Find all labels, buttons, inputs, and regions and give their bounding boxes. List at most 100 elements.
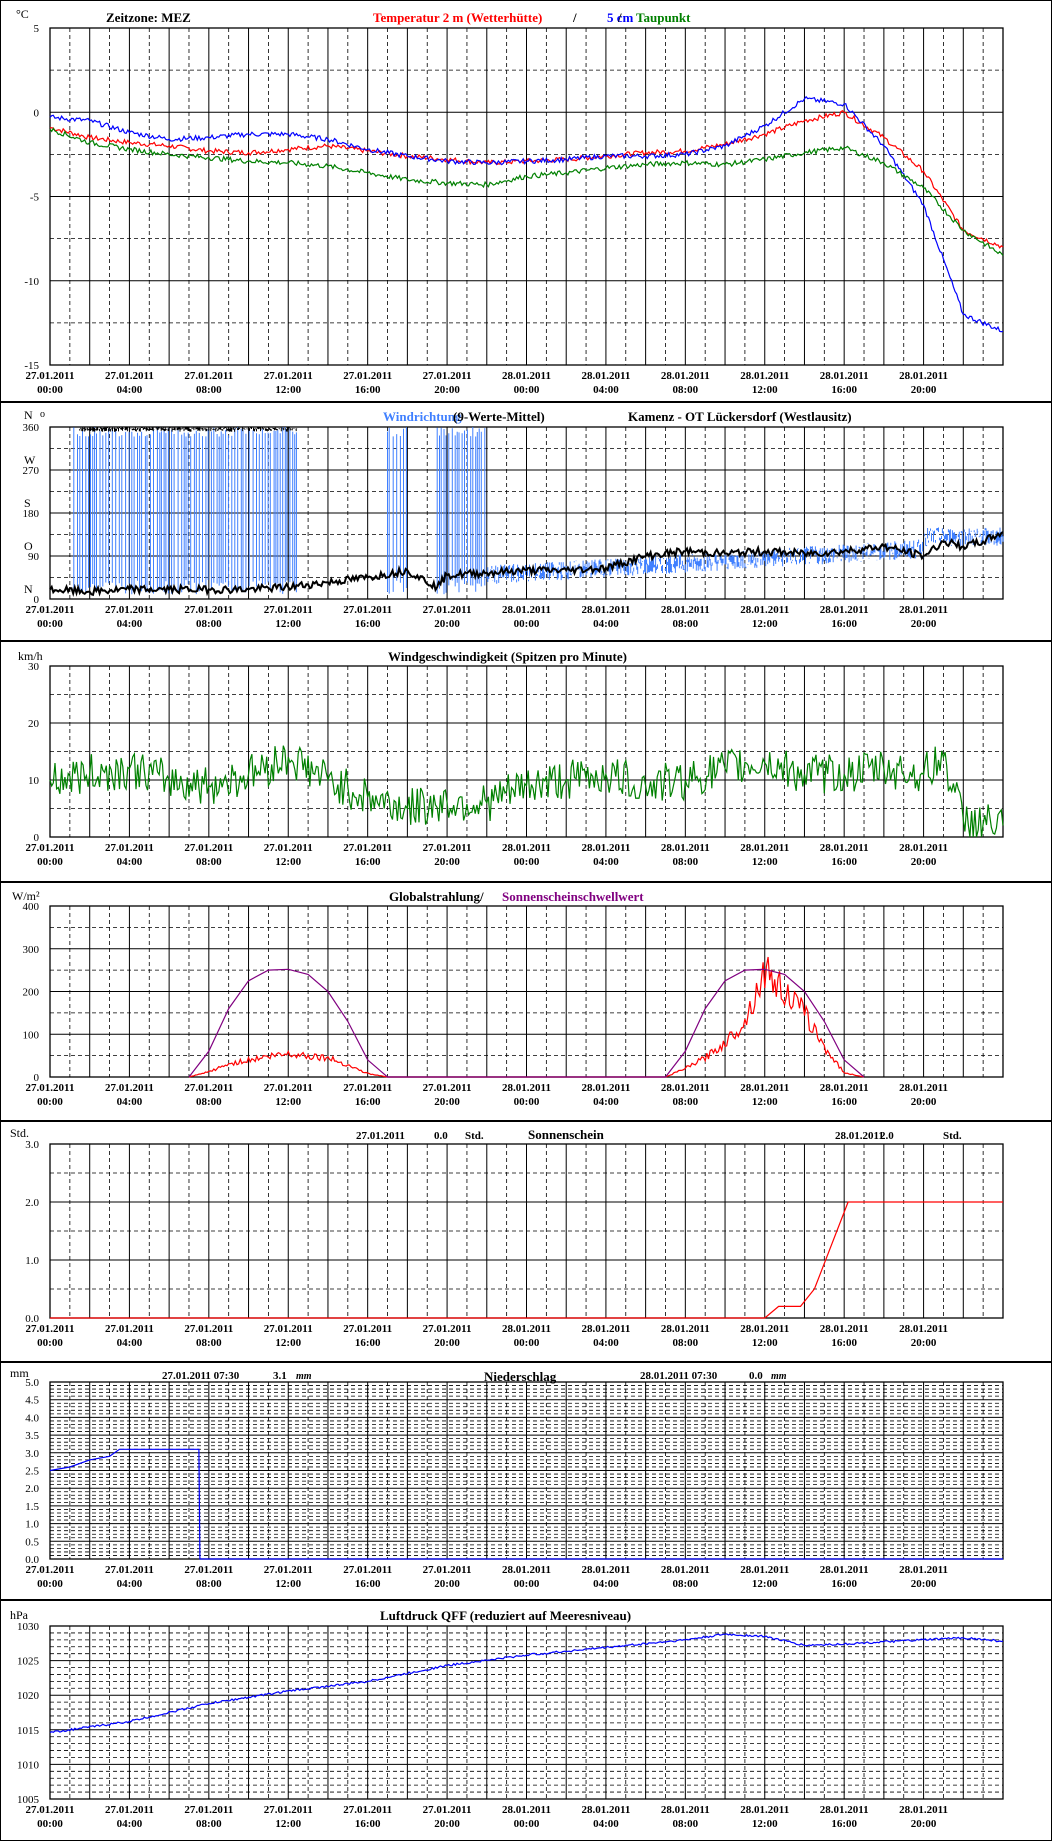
y-tick-label: 10 [28, 775, 40, 787]
y-tick-label: 2.0 [25, 1483, 39, 1495]
x-tick-time: 00:00 [514, 856, 540, 868]
plot-area [49, 665, 1004, 838]
x-tick-time: 08:00 [196, 384, 222, 396]
x-tick-date: 27.01.2011 [105, 1082, 154, 1094]
x-tick-time: 04:00 [593, 384, 619, 396]
x-tick-date: 27.01.2011 [26, 1804, 75, 1816]
chart-title-part: Taupunkt [636, 10, 691, 25]
x-tick-date: 28.01.2011 [899, 1804, 948, 1816]
x-tick-date: 28.01.2011 [899, 1082, 948, 1094]
x-tick-time: 16:00 [831, 856, 857, 868]
x-tick-time: 00:00 [514, 384, 540, 396]
x-tick-time: 00:00 [37, 1578, 63, 1590]
x-tick-time: 00:00 [514, 1096, 540, 1108]
x-tick-time: 20:00 [911, 856, 937, 868]
y-tick-label: -5 [30, 192, 40, 204]
x-tick-time: 16:00 [831, 1337, 857, 1349]
chart-title-part: Zeitzone: MEZ [106, 10, 191, 25]
panel-temperature: 5 0 -5 -10 -15 °C Zeitzone: MEZ Temperatur 2 m … [0, 0, 1052, 402]
chart-title-part: Temperatur 2 m (Wetterhütte) [373, 10, 542, 25]
series-gusts [49, 745, 1004, 838]
x-tick-time: 16:00 [355, 1818, 381, 1830]
x-tick-date: 28.01.2011 [502, 842, 551, 854]
x-tick-date: 27.01.2011 [264, 1082, 313, 1094]
summary-text: Std. [943, 1130, 962, 1142]
x-tick-time: 12:00 [275, 384, 301, 396]
unit-label: N [24, 408, 33, 422]
x-tick-date: 27.01.2011 [26, 1082, 75, 1094]
y-tick-label: 0 [34, 832, 40, 844]
x-tick-date: 27.01.2011 [423, 1804, 472, 1816]
x-tick-date: 28.01.2011 [820, 842, 869, 854]
panel-precipitation: 5.0 4.5 4.0 3.5 3.0 2.5 2.0 1.5 1.0 0.5 0.0 mm Niede… [0, 1362, 1052, 1600]
summary-text: mm [771, 1371, 787, 1382]
y-tick-label: 1.0 [25, 1255, 39, 1267]
x-tick-date: 28.01.2011 [899, 1564, 948, 1576]
x-tick-date: 27.01.2011 [423, 1564, 472, 1576]
x-tick-date: 28.01.2011 [661, 842, 710, 854]
y-tick-label: 30 [28, 661, 40, 673]
x-tick-date: 28.01.2011 [820, 1082, 869, 1094]
x-tick-time: 08:00 [672, 1337, 698, 1349]
x-tick-time: 12:00 [752, 384, 778, 396]
chart-title-part: Luftdruck QFF (reduziert auf Meeresnivea… [380, 1608, 631, 1623]
x-tick-time: 08:00 [672, 1578, 698, 1590]
summary-text: 0.0 [434, 1130, 448, 1142]
y-tick-label: 0.0 [25, 1313, 39, 1325]
series-direction_mean [49, 531, 1004, 598]
x-tick-time: 20:00 [434, 1578, 460, 1590]
y-tick-label: 200 [23, 987, 40, 999]
x-tick-time: 08:00 [196, 1337, 222, 1349]
x-tick-time: 00:00 [514, 1578, 540, 1590]
summary-text: Std. [465, 1130, 484, 1142]
x-tick-date: 27.01.2011 [423, 604, 472, 616]
x-tick-time: 08:00 [672, 1818, 698, 1830]
x-tick-time: 16:00 [831, 1096, 857, 1108]
x-tick-time: 16:00 [831, 618, 857, 630]
compass-label: O [24, 539, 33, 553]
x-tick-date: 27.01.2011 [26, 370, 75, 382]
x-tick-time: 00:00 [37, 1818, 63, 1830]
x-tick-time: 08:00 [672, 618, 698, 630]
x-tick-time: 16:00 [355, 1096, 381, 1108]
y-tick-label: 0.5 [25, 1536, 39, 1548]
x-tick-time: 20:00 [434, 1337, 460, 1349]
x-tick-date: 28.01.2011 [581, 1323, 630, 1335]
x-tick-date: 27.01.2011 [343, 370, 392, 382]
x-tick-date: 28.01.2011 [899, 842, 948, 854]
x-tick-date: 27.01.2011 [264, 370, 313, 382]
x-tick-date: 27.01.2011 [26, 1564, 75, 1576]
x-tick-date: 28.01.2011 [661, 1564, 710, 1576]
x-tick-date: 28.01.2011 [581, 1804, 630, 1816]
unit-label: mm [10, 1366, 29, 1380]
compass-label: W [24, 453, 36, 467]
y-tick-label: 400 [23, 901, 40, 913]
summary-text: 27.01.2011 [356, 1130, 405, 1142]
x-tick-date: 27.01.2011 [264, 1323, 313, 1335]
x-tick-date: 28.01.2011 [740, 1082, 789, 1094]
x-tick-time: 00:00 [37, 618, 63, 630]
x-tick-date: 27.01.2011 [343, 1082, 392, 1094]
x-tick-date: 28.01.2011 [581, 842, 630, 854]
x-tick-time: 04:00 [117, 1337, 143, 1349]
x-tick-time: 12:00 [752, 1818, 778, 1830]
y-tick-label: 1020 [17, 1690, 40, 1702]
y-tick-label: 20 [28, 718, 40, 730]
x-tick-date: 28.01.2011 [502, 1323, 551, 1335]
x-tick-time: 12:00 [275, 1818, 301, 1830]
x-tick-time: 12:00 [752, 1096, 778, 1108]
x-tick-date: 27.01.2011 [264, 1564, 313, 1576]
x-tick-date: 28.01.2011 [820, 1323, 869, 1335]
y-tick-label: 0 [34, 107, 40, 119]
x-tick-date: 28.01.2011 [661, 604, 710, 616]
x-tick-time: 08:00 [672, 384, 698, 396]
wind-direction-raw [73, 427, 1004, 595]
x-tick-time: 00:00 [514, 1337, 540, 1349]
x-tick-time: 04:00 [593, 1578, 619, 1590]
x-tick-time: 20:00 [434, 856, 460, 868]
x-tick-time: 20:00 [911, 618, 937, 630]
unit-symbol: o [40, 409, 45, 420]
series-qff [49, 1633, 1004, 1734]
